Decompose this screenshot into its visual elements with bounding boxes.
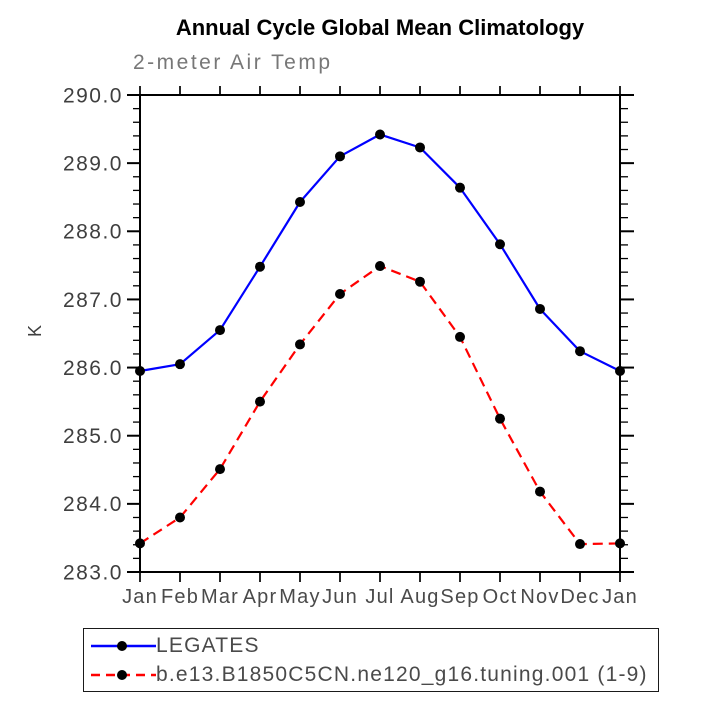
legend-label: b.e13.B1850C5CN.ne120_g16.tuning.001 (1-… (156, 662, 648, 686)
series-1-marker-dot-icon (415, 276, 425, 287)
series-1-marker-dot-icon (495, 413, 505, 424)
y-tick-label: 288.0 (63, 221, 123, 244)
y-tick-label: 283.0 (63, 561, 123, 584)
x-tick-label: Aug (400, 586, 439, 608)
y-tick-label: 289.0 (63, 152, 123, 175)
series-0-marker-dot-icon (135, 365, 145, 376)
series-0-marker-dot-icon (535, 303, 545, 314)
series-1-marker-dot-icon (295, 339, 305, 350)
x-tick-label: Mar (201, 586, 239, 608)
series-1-marker-dot-icon (535, 486, 545, 497)
x-tick-label: Jun (322, 586, 358, 608)
legend-sample-line-solid (91, 640, 156, 651)
series-1-marker-dot-icon (135, 538, 145, 549)
series-0-marker-dot-icon (375, 129, 385, 140)
chart-title: Annual Cycle Global Mean Climatology (175, 15, 585, 40)
series-0-marker-dot-icon (455, 182, 465, 193)
series-0-marker-dot-icon (495, 239, 505, 250)
legend-marker-dot-icon (117, 669, 127, 680)
series-1-marker-dot-icon (255, 396, 265, 407)
series-0-marker-dot-icon (175, 359, 185, 370)
series-1-marker-dot-icon (215, 464, 225, 475)
y-axis-title: K (25, 325, 45, 337)
x-tick-label: Jan (122, 586, 158, 608)
x-tick-label: Sep (440, 586, 479, 608)
y-tick-label: 285.0 (63, 425, 123, 448)
legend-item-model: b.e13.B1850C5CN.ne120_g16.tuning.001 (1-… (90, 660, 648, 689)
series-1-marker-dot-icon (615, 538, 625, 549)
x-tick-label: Jan (602, 586, 638, 608)
series-0-marker-dot-icon (615, 365, 625, 376)
plot-frame (139, 94, 621, 573)
y-tick-label: 290.0 (63, 84, 123, 107)
x-tick-label: May (279, 586, 320, 608)
y-tick-label: 286.0 (63, 357, 123, 380)
legend: LEGATES b.e13.B1850C5CN.ne120_g16.tuning… (83, 628, 659, 692)
series-0-marker-dot-icon (295, 196, 305, 207)
x-tick-label: Dec (560, 586, 599, 608)
series-0-marker-dot-icon (575, 346, 585, 357)
y-tick-label: 284.0 (63, 493, 123, 516)
x-tick-label: Feb (161, 586, 199, 608)
series-1-marker-dot-icon (335, 288, 345, 299)
legend-marker-dot-icon (117, 640, 127, 651)
series-0-marker-dot-icon (415, 142, 425, 153)
series-1-marker-dot-icon (455, 331, 465, 342)
chart-subtitle: 2-meter Air Temp (133, 51, 333, 74)
series-line-1 (139, 264, 621, 546)
series-0-marker-dot-icon (215, 325, 225, 336)
series-0-marker-dot-icon (255, 261, 265, 272)
x-tick-label: Jul (365, 586, 394, 608)
x-tick-label: Nov (520, 586, 559, 608)
legend-item-legates: LEGATES (90, 631, 648, 660)
legend-label: LEGATES (156, 633, 260, 657)
series-line-0 (139, 133, 621, 373)
series-1-marker-dot-icon (175, 512, 185, 523)
x-tick-label: Oct (483, 586, 518, 608)
legend-sample-line-dashed (91, 669, 156, 680)
series-1-marker-dot-icon (375, 261, 385, 272)
series-0-marker-dot-icon (335, 151, 345, 162)
series-1-marker-dot-icon (575, 539, 585, 550)
y-tick-label: 287.0 (63, 289, 123, 312)
x-tick-label: Apr (243, 586, 278, 608)
